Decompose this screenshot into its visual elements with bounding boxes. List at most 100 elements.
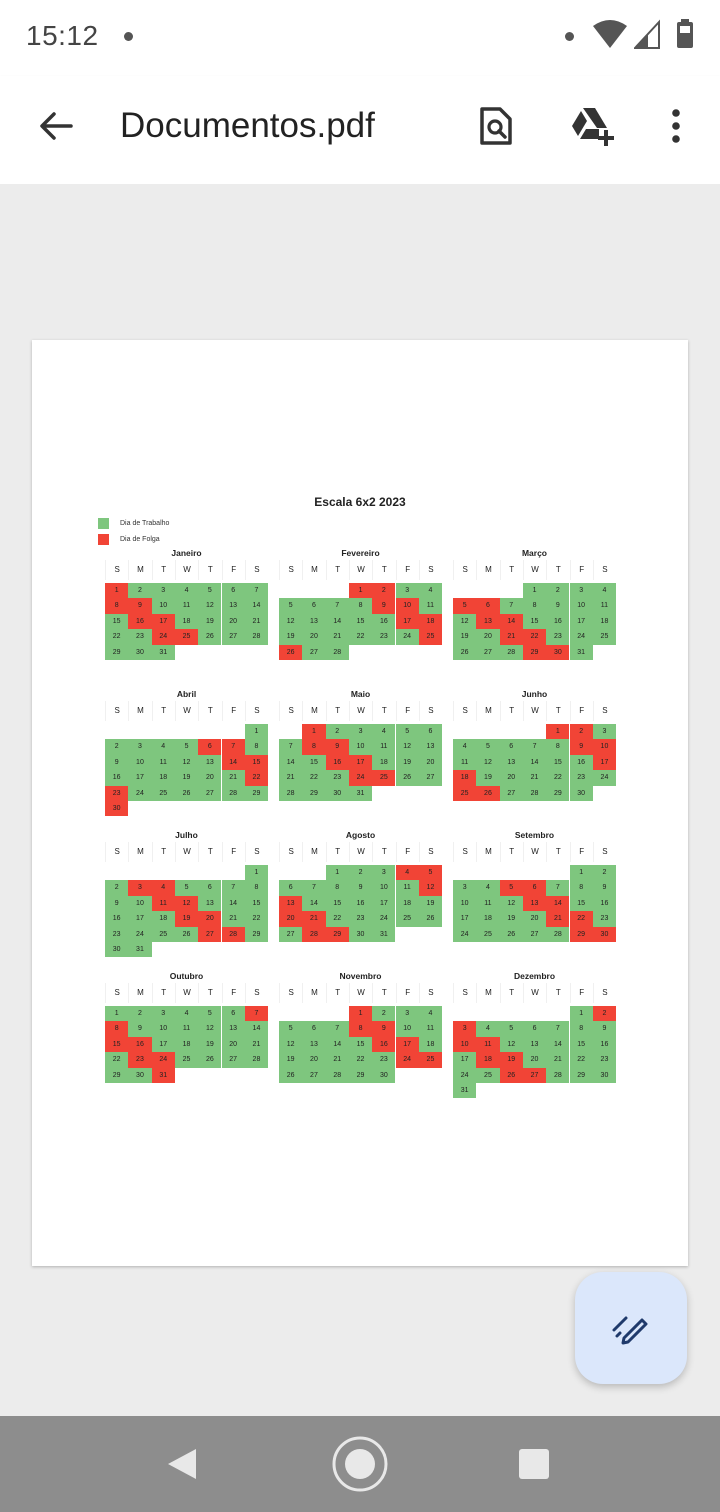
day-cell-work: 14: [325, 613, 349, 630]
day-cell-work: 19: [174, 770, 199, 786]
annotate-button[interactable]: [575, 1272, 687, 1384]
weekday-header: S: [418, 701, 442, 721]
day-cell-work: 22: [348, 629, 373, 645]
day-cell-work: 19: [476, 770, 500, 786]
day-cell-work: 20: [476, 629, 500, 645]
day-cell-off: 20: [279, 911, 303, 927]
day-cell-work: 8: [325, 880, 349, 896]
day-cell-work: 9: [348, 880, 373, 896]
day-cell-work: 10: [453, 895, 477, 912]
weekday-header: T: [198, 701, 221, 721]
day-cell-work: 24: [372, 911, 396, 927]
day-cell-work: 14: [279, 754, 303, 771]
day-cell-work: 9: [128, 1021, 152, 1037]
day-cell-work: 2: [105, 880, 129, 896]
day-cell-work: 6: [302, 1021, 326, 1037]
day-cell-off: 12: [418, 880, 443, 896]
day-cell-work: 14: [221, 895, 245, 912]
day-cell-work: 9: [105, 754, 129, 771]
weekday-header: F: [221, 701, 245, 721]
pdf-page: Escala 6x2 2023 Dia de Trabalho Dia de F…: [32, 340, 688, 1266]
day-cell-work: 10: [569, 598, 593, 614]
weekday-header: W: [174, 842, 198, 862]
day-cell-work: 26: [453, 644, 477, 660]
weekday-header: S: [418, 560, 442, 580]
nav-home-button[interactable]: [332, 1436, 388, 1492]
day-cell-work: 20: [522, 911, 547, 927]
weekday-header: F: [569, 701, 593, 721]
day-cell-off: 11: [151, 895, 175, 912]
day-cell-work: 23: [105, 926, 129, 942]
weekday-header: T: [151, 842, 175, 862]
day-cell-work: 19: [198, 1036, 222, 1053]
day-cell-work: 6: [198, 880, 222, 896]
day-cell-work: 28: [221, 785, 245, 801]
day-cell-work: 1: [569, 1006, 593, 1022]
day-cell-work: 27: [302, 644, 326, 660]
weekday-header: T: [198, 983, 221, 1003]
pdf-viewer[interactable]: Escala 6x2 2023 Dia de Trabalho Dia de F…: [0, 184, 720, 1416]
day-cell-work: 13: [221, 1021, 245, 1037]
calendar-title: Escala 6x2 2023: [314, 495, 406, 509]
day-cell-off: 1: [348, 1006, 373, 1022]
day-cell-work: 11: [418, 1021, 443, 1037]
day-cell-work: 22: [325, 911, 349, 927]
add-to-drive-button[interactable]: [564, 98, 620, 154]
day-cell-off: 14: [546, 895, 570, 912]
day-cell-off: 28: [302, 926, 326, 942]
day-cell-off: 30: [546, 644, 570, 660]
day-cell-work: 23: [348, 911, 373, 927]
day-cell-off: 23: [128, 1052, 152, 1068]
day-cell-work: 23: [372, 1052, 396, 1068]
weekday-header: F: [395, 983, 419, 1003]
day-cell-work: 28: [279, 785, 303, 801]
back-button[interactable]: [28, 98, 84, 154]
day-cell-work: 13: [198, 895, 222, 912]
find-in-page-button[interactable]: [468, 98, 524, 154]
day-cell-work: 7: [522, 739, 547, 755]
day-cell-work: 25: [151, 785, 175, 801]
weekday-header: W: [522, 560, 546, 580]
legend: Dia de Trabalho Dia de Folga: [98, 516, 169, 548]
day-cell-work: 1: [244, 865, 269, 881]
month-name: Dezembro: [513, 971, 556, 981]
day-cell-work: 6: [522, 1021, 547, 1037]
month-name: Fevereiro: [341, 548, 380, 558]
more-options-button[interactable]: [648, 98, 704, 154]
weekday-header: T: [325, 983, 349, 1003]
weekday-header: T: [325, 701, 349, 721]
day-cell-off: 22: [522, 629, 547, 645]
day-cell-work: 15: [569, 895, 593, 912]
weekday-header: F: [395, 842, 419, 862]
day-cell-work: 12: [198, 1021, 222, 1037]
day-cell-off: 9: [128, 598, 152, 614]
day-cell-off: 15: [244, 754, 269, 771]
day-cell-work: 13: [418, 739, 443, 755]
day-cell-work: 2: [592, 865, 617, 881]
nav-recents-button[interactable]: [506, 1436, 562, 1492]
day-cell-off: 1: [348, 583, 373, 599]
nav-back-button[interactable]: [154, 1436, 210, 1492]
day-cell-work: 26: [279, 1067, 303, 1083]
day-cell-off: 14: [221, 754, 245, 771]
month-name: Maio: [350, 689, 371, 699]
day-cell-work: 26: [418, 911, 443, 927]
day-cell-work: 6: [221, 583, 245, 599]
day-cell-work: 26: [198, 629, 222, 645]
weekday-header: W: [522, 842, 546, 862]
month-name: Setembro: [514, 830, 555, 840]
day-cell-off: 3: [128, 880, 152, 896]
weekday-header: M: [476, 983, 499, 1003]
day-cell-off: 24: [348, 770, 373, 786]
day-cell-work: 15: [325, 895, 349, 912]
day-cell-work: 4: [372, 724, 396, 740]
day-cell-work: 6: [221, 1006, 245, 1022]
day-cell-work: 9: [546, 598, 570, 614]
day-cell-work: 25: [151, 926, 175, 942]
weekday-header: T: [546, 842, 569, 862]
day-cell-off: 13: [476, 613, 500, 630]
document-title: Documentos.pdf: [120, 106, 375, 145]
day-cell-work: 25: [592, 629, 617, 645]
day-cell-work: 29: [105, 1067, 129, 1083]
day-cell-off: 18: [418, 613, 443, 630]
